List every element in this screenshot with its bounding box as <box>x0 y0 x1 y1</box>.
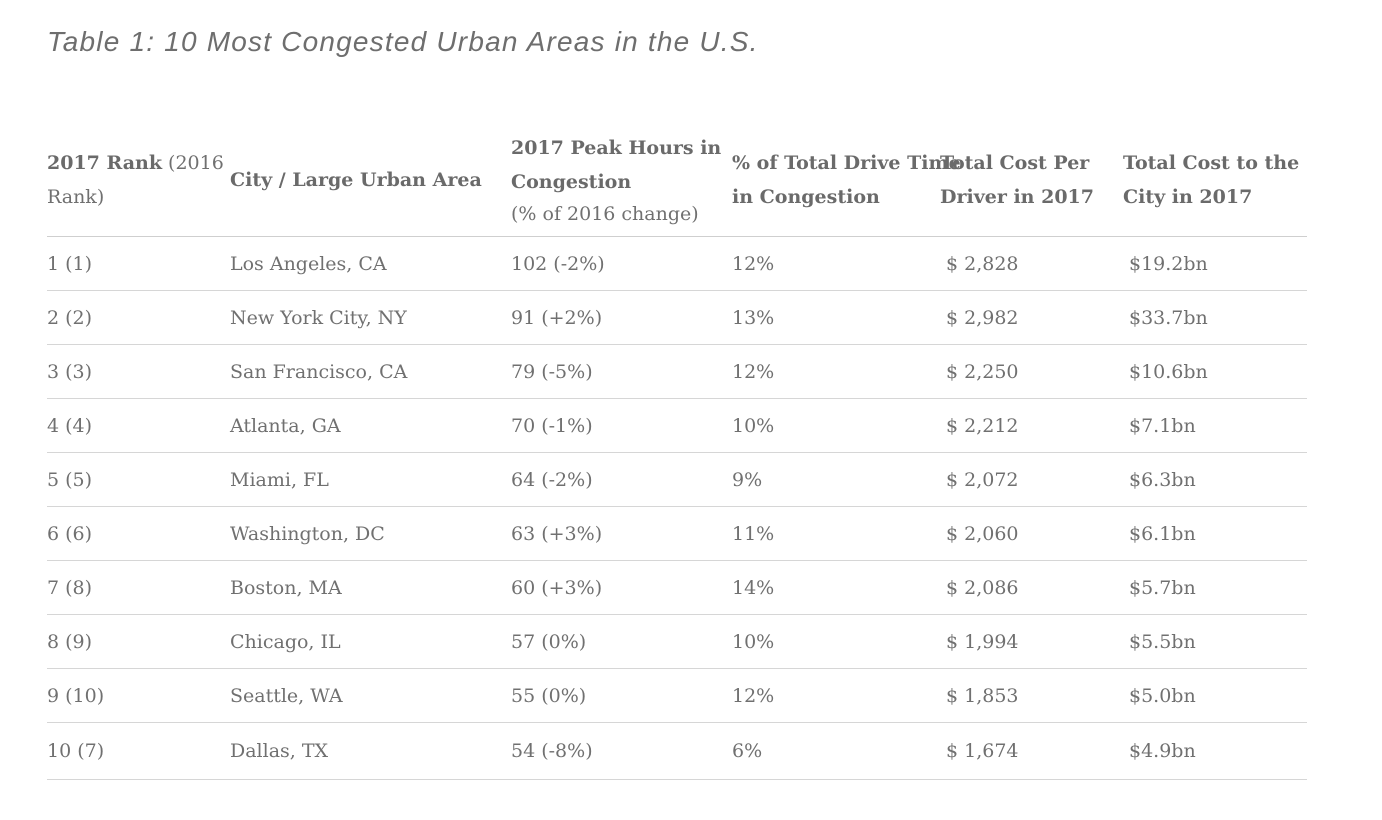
header-city-cost-line1: Total Cost to the <box>1123 152 1300 174</box>
cell-city: Los Angeles, CA <box>230 236 511 291</box>
cell-drive-time-pct: 9% <box>732 452 940 507</box>
cell-cost-driver: $ 2,828 <box>940 236 1123 291</box>
table-row: 7 (8) Boston, MA 60 (+3%) 14% $ 2,086 $5… <box>47 560 1307 615</box>
cell-city: Miami, FL <box>230 452 511 507</box>
cell-cost-city: $5.0bn <box>1123 668 1307 723</box>
table-body: 1 (1) Los Angeles, CA 102 (-2%) 12% $ 2,… <box>47 236 1307 780</box>
cell-rank: 1 (1) <box>47 236 230 291</box>
cell-drive-time-pct: 10% <box>732 614 940 669</box>
header-pct-line1: % of Total Drive Time <box>732 152 961 174</box>
cell-cost-city: $10.6bn <box>1123 344 1307 399</box>
cell-cost-city: $6.1bn <box>1123 506 1307 561</box>
header-city-label: City / Large Urban Area <box>230 169 482 191</box>
table-row: 1 (1) Los Angeles, CA 102 (-2%) 12% $ 2,… <box>47 236 1307 291</box>
cell-peak-hours: 60 (+3%) <box>511 560 732 615</box>
cell-rank: 5 (5) <box>47 452 230 507</box>
table-row: 3 (3) San Francisco, CA 79 (-5%) 12% $ 2… <box>47 344 1307 399</box>
header-rank: 2017 Rank (2016 Rank) <box>47 124 230 237</box>
cell-drive-time-pct: 6% <box>732 722 940 780</box>
cell-rank: 9 (10) <box>47 668 230 723</box>
cell-cost-driver: $ 1,674 <box>940 722 1123 780</box>
cell-city: Dallas, TX <box>230 722 511 780</box>
header-cost-driver: Total Cost Per Driver in 2017 <box>940 124 1123 237</box>
header-city: City / Large Urban Area <box>230 124 511 237</box>
cell-cost-driver: $ 1,853 <box>940 668 1123 723</box>
header-peak-line1: 2017 Peak Hours in <box>511 137 722 159</box>
cell-peak-hours: 102 (-2%) <box>511 236 732 291</box>
cell-cost-city: $7.1bn <box>1123 398 1307 453</box>
header-city-cost-line2: City in 2017 <box>1123 186 1253 208</box>
cell-city: Washington, DC <box>230 506 511 561</box>
cell-cost-driver: $ 2,060 <box>940 506 1123 561</box>
header-driver-line2: Driver in 2017 <box>940 186 1094 208</box>
cell-cost-city: $4.9bn <box>1123 722 1307 780</box>
table-row: 10 (7) Dallas, TX 54 (-8%) 6% $ 1,674 $4… <box>47 722 1307 780</box>
cell-city: Atlanta, GA <box>230 398 511 453</box>
cell-cost-city: $5.5bn <box>1123 614 1307 669</box>
header-rank-bold: 2017 Rank <box>47 152 163 174</box>
header-cost-city: Total Cost to the City in 2017 <box>1123 124 1307 237</box>
cell-city: Chicago, IL <box>230 614 511 669</box>
cell-drive-time-pct: 12% <box>732 668 940 723</box>
cell-rank: 6 (6) <box>47 506 230 561</box>
cell-cost-driver: $ 2,250 <box>940 344 1123 399</box>
cell-drive-time-pct: 11% <box>732 506 940 561</box>
cell-cost-city: $33.7bn <box>1123 290 1307 345</box>
cell-cost-city: $6.3bn <box>1123 452 1307 507</box>
cell-peak-hours: 63 (+3%) <box>511 506 732 561</box>
cell-city: Boston, MA <box>230 560 511 615</box>
cell-drive-time-pct: 12% <box>732 236 940 291</box>
cell-city: San Francisco, CA <box>230 344 511 399</box>
cell-peak-hours: 79 (-5%) <box>511 344 732 399</box>
header-driver-line1: Total Cost Per <box>940 152 1090 174</box>
cell-peak-hours: 54 (-8%) <box>511 722 732 780</box>
cell-rank: 8 (9) <box>47 614 230 669</box>
cell-cost-driver: $ 1,994 <box>940 614 1123 669</box>
cell-drive-time-pct: 14% <box>732 560 940 615</box>
cell-rank: 4 (4) <box>47 398 230 453</box>
congestion-table: 2017 Rank (2016 Rank) City / Large Urban … <box>47 124 1307 780</box>
cell-rank: 2 (2) <box>47 290 230 345</box>
header-pct-line2: in Congestion <box>732 186 880 208</box>
cell-drive-time-pct: 13% <box>732 290 940 345</box>
cell-peak-hours: 70 (-1%) <box>511 398 732 453</box>
cell-cost-driver: $ 2,982 <box>940 290 1123 345</box>
cell-peak-hours: 55 (0%) <box>511 668 732 723</box>
cell-rank: 3 (3) <box>47 344 230 399</box>
header-row: 2017 Rank (2016 Rank) City / Large Urban … <box>47 124 1307 237</box>
table-title: Table 1: 10 Most Congested Urban Areas i… <box>47 26 759 57</box>
cell-peak-hours: 57 (0%) <box>511 614 732 669</box>
table-header: 2017 Rank (2016 Rank) City / Large Urban … <box>47 124 1307 237</box>
cell-peak-hours: 91 (+2%) <box>511 290 732 345</box>
header-drive-time: % of Total Drive Time in Congestion <box>732 124 961 237</box>
header-peak-line2: Congestion <box>511 171 632 193</box>
cell-drive-time-pct: 10% <box>732 398 940 453</box>
table-row: 4 (4) Atlanta, GA 70 (-1%) 10% $ 2,212 $… <box>47 398 1307 453</box>
cell-city: Seattle, WA <box>230 668 511 723</box>
cell-rank: 10 (7) <box>47 722 230 780</box>
header-rank-rest-b: Rank) <box>47 186 105 208</box>
cell-drive-time-pct: 12% <box>732 344 940 399</box>
header-peak-sub: (% of 2016 change) <box>511 203 699 225</box>
cell-peak-hours: 64 (-2%) <box>511 452 732 507</box>
table-row: 5 (5) Miami, FL 64 (-2%) 9% $ 2,072 $6.3… <box>47 452 1307 507</box>
cell-cost-driver: $ 2,072 <box>940 452 1123 507</box>
table-row: 9 (10) Seattle, WA 55 (0%) 12% $ 1,853 $… <box>47 668 1307 723</box>
cell-city: New York City, NY <box>230 290 511 345</box>
cell-cost-city: $19.2bn <box>1123 236 1307 291</box>
table-row: 6 (6) Washington, DC 63 (+3%) 11% $ 2,06… <box>47 506 1307 561</box>
header-peak-hours: 2017 Peak Hours in Congestion (% of 2016… <box>511 124 732 237</box>
cell-rank: 7 (8) <box>47 560 230 615</box>
cell-cost-driver: $ 2,086 <box>940 560 1123 615</box>
table-row: 2 (2) New York City, NY 91 (+2%) 13% $ 2… <box>47 290 1307 345</box>
table-row: 8 (9) Chicago, IL 57 (0%) 10% $ 1,994 $5… <box>47 614 1307 669</box>
header-rank-rest-a: (2016 <box>162 152 224 174</box>
cell-cost-city: $5.7bn <box>1123 560 1307 615</box>
cell-cost-driver: $ 2,212 <box>940 398 1123 453</box>
